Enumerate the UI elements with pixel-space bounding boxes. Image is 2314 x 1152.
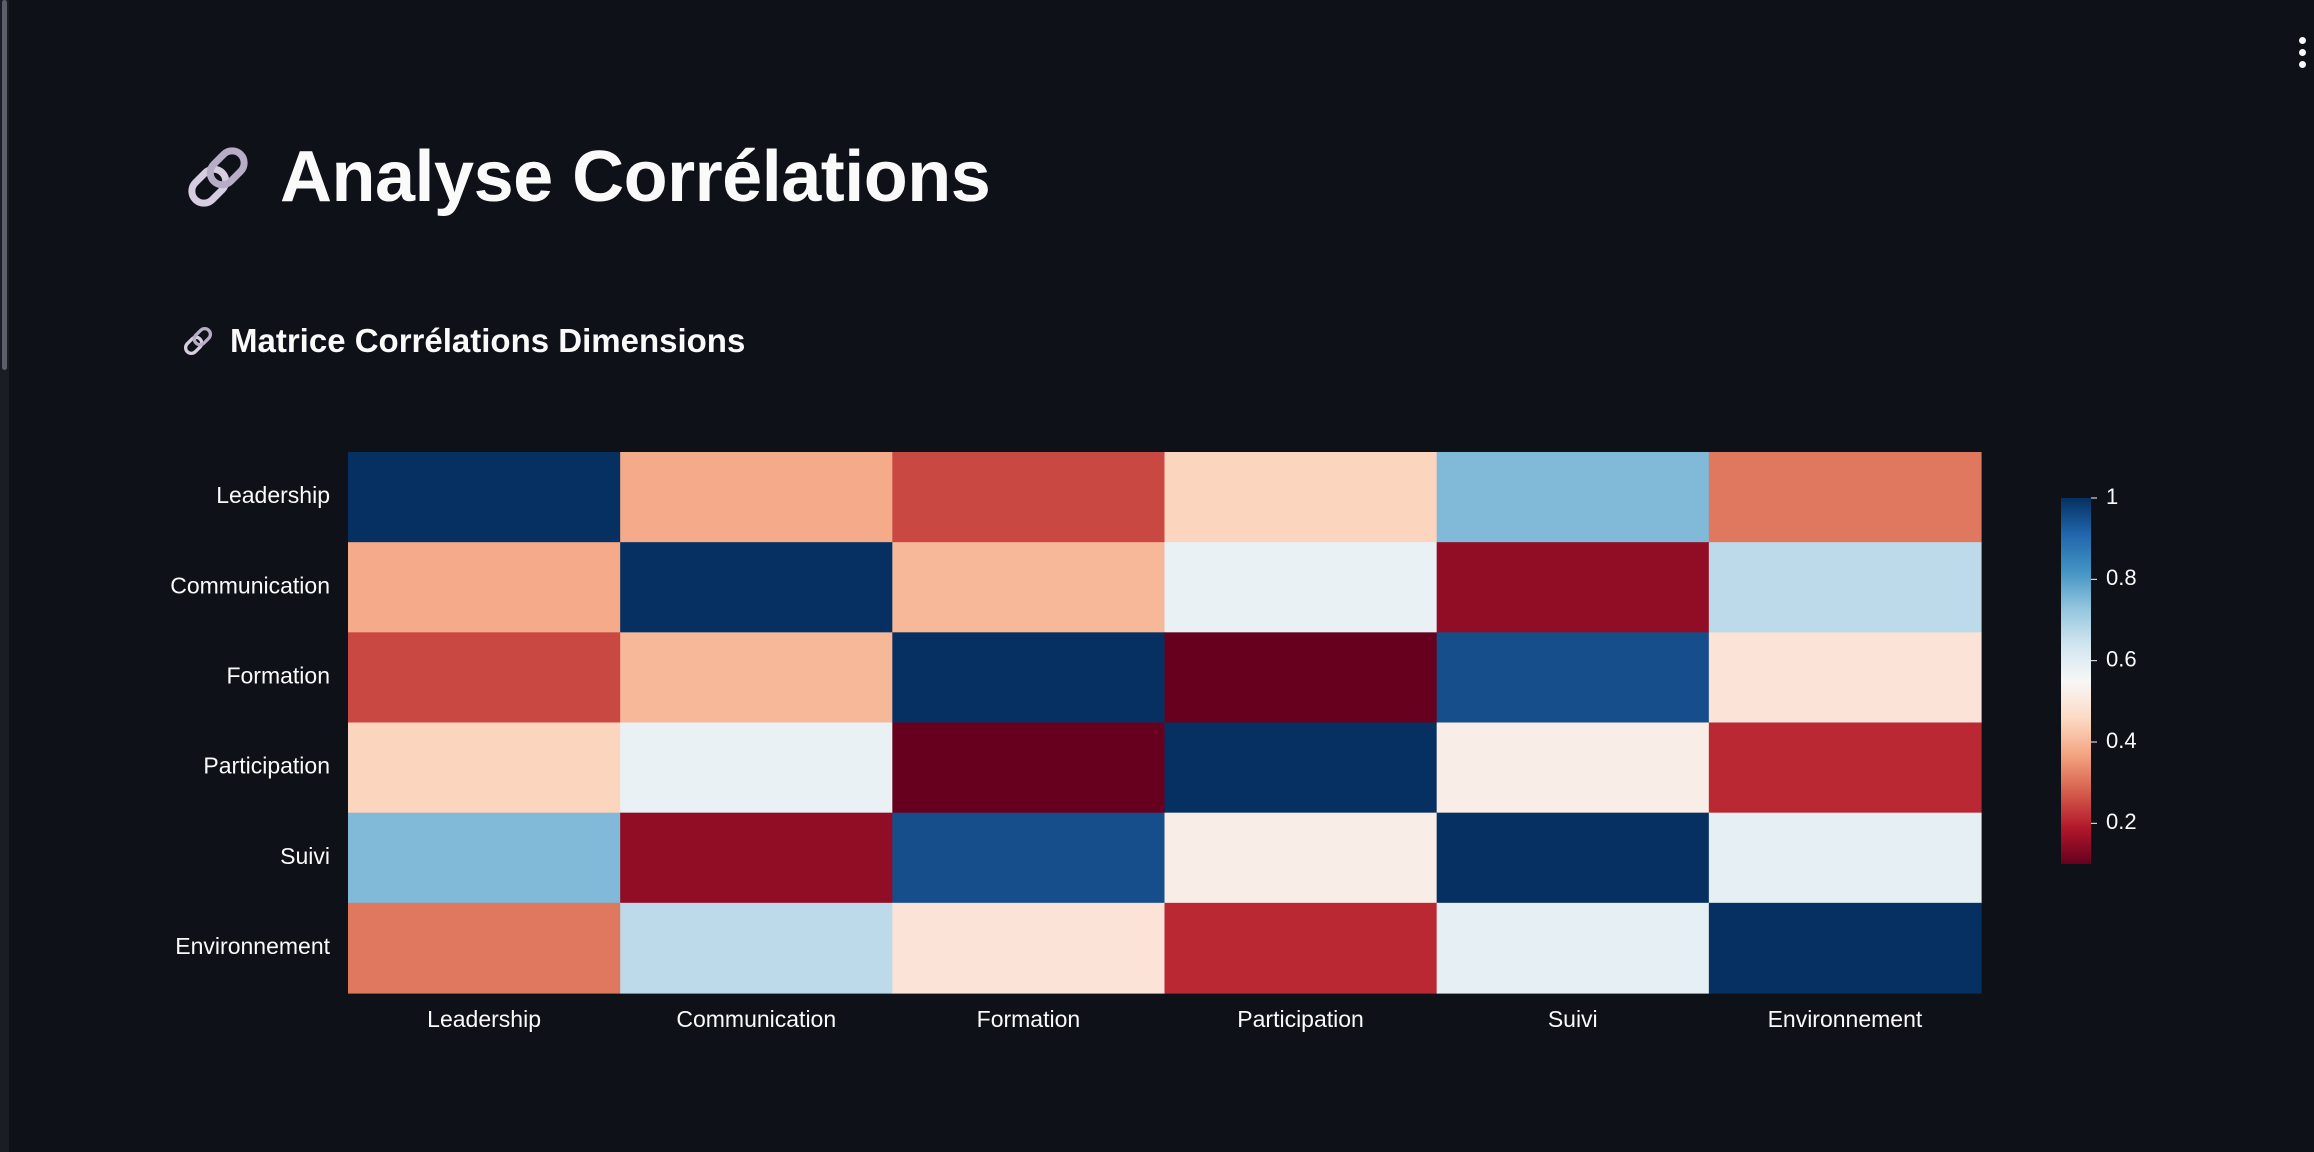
heatmap-cell[interactable] [1436,902,1710,994]
page-header: Analyse Corrélations [180,132,991,222]
colorbar-tick-label: 0.8 [2106,565,2137,590]
heatmap-cell[interactable] [1164,542,1438,633]
heatmap-cell[interactable] [620,452,893,543]
link-icon [188,147,248,207]
heatmap-cell[interactable] [1708,722,1982,814]
heatmap-cell[interactable] [348,722,621,814]
heatmap-cell[interactable] [892,902,1166,994]
colorbar: 1 0.8 0.6 0.4 0.2 [2061,484,2137,864]
heatmap-cell[interactable] [348,902,621,994]
y-tick-label: Leadership [216,482,330,508]
heatmap-cell[interactable] [1164,452,1438,543]
colorbar-tick-label: 0.6 [2106,646,2137,671]
x-axis-labels: Leadership Communication Formation Particip… [427,1006,1923,1032]
scrollbar-thumb[interactable] [2,0,7,370]
colorbar-gradient [2061,498,2091,864]
heatmap-cell[interactable] [1708,632,1982,724]
heatmap-cell[interactable] [1708,902,1982,994]
y-axis-labels: Leadership Communication Formation Particip… [170,482,330,959]
heatmap-cell[interactable] [1436,452,1710,543]
left-scrollbar[interactable] [0,0,9,1152]
x-tick-label: Communication [676,1006,836,1032]
colorbar-tick-label: 0.2 [2106,809,2137,834]
x-tick-label: Formation [977,1006,1081,1032]
x-tick-label: Participation [1237,1006,1364,1032]
heatmap-cells [348,452,1982,994]
y-tick-label: Suivi [280,843,330,869]
menu-dot [2298,60,2306,68]
x-tick-label: Leadership [427,1006,541,1032]
heatmap-cell[interactable] [620,902,893,994]
heatmap-cell[interactable] [620,632,893,724]
y-tick-label: Communication [170,572,330,598]
heatmap-cell[interactable] [1436,542,1710,633]
heatmap-cell[interactable] [892,722,1166,814]
colorbar-tick-label: 1 [2106,484,2118,509]
heatmap-cell[interactable] [892,812,1166,904]
link-icon [183,326,213,356]
heatmap-cell[interactable] [892,542,1166,633]
heatmap-cell[interactable] [1708,452,1982,543]
colorbar-tick-label: 0.4 [2106,728,2137,753]
y-tick-label: Environnement [175,933,330,959]
heatmap-cell[interactable] [348,632,621,724]
heatmap-cell[interactable] [1164,632,1438,724]
heatmap-cell[interactable] [348,812,621,904]
heatmap-cell[interactable] [620,542,893,633]
heatmap-cell[interactable] [892,452,1166,543]
heatmap-cell[interactable] [1164,902,1438,994]
heatmap-cell[interactable] [620,812,893,904]
heatmap-cell[interactable] [1164,812,1438,904]
x-tick-label: Environnement [1768,1006,1923,1032]
correlation-heatmap[interactable]: Leadership Communication Formation Particip… [0,400,2314,1080]
y-tick-label: Participation [203,753,330,779]
x-tick-label: Suivi [1548,1006,1598,1032]
subheader-title: Matrice Corrélations Dimensions [230,322,746,359]
main-menu-button[interactable] [2290,30,2314,74]
heatmap-cell[interactable] [1164,722,1438,814]
chart-subheader: Matrice Corrélations Dimensions [180,318,745,364]
y-tick-label: Formation [226,662,330,688]
heatmap-cell[interactable] [1436,722,1710,814]
heatmap-cell[interactable] [1708,812,1982,904]
heatmap-cell[interactable] [1436,812,1710,904]
heatmap-cell[interactable] [1708,542,1982,633]
page-title: Analyse Corrélations [280,137,991,217]
heatmap-cell[interactable] [1436,632,1710,724]
menu-dot [2298,36,2306,44]
heatmap-cell[interactable] [348,452,621,543]
heatmap-cell[interactable] [348,542,621,633]
menu-dot [2298,48,2306,56]
heatmap-cell[interactable] [892,632,1166,724]
heatmap-cell[interactable] [620,722,893,814]
